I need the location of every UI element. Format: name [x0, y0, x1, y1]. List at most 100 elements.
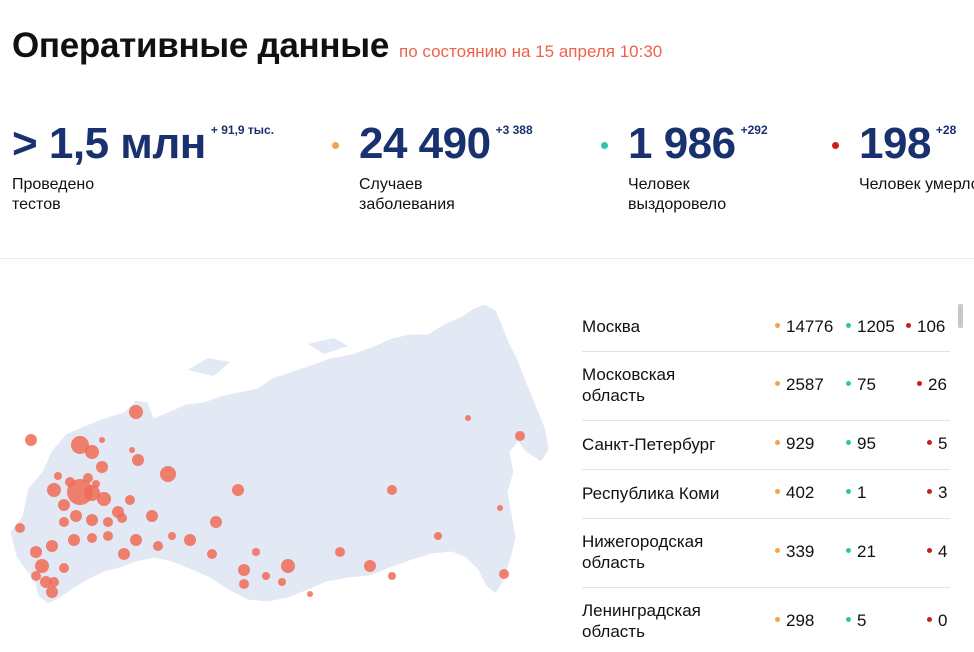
map-bubble[interactable]	[85, 445, 99, 459]
map-bubble[interactable]	[238, 564, 250, 576]
map-bubble[interactable]	[35, 559, 49, 573]
region-name: Нижегородская область	[582, 532, 704, 572]
map-bubble[interactable]	[129, 405, 143, 419]
region-row[interactable]: Москва 14776 1205 106	[582, 302, 950, 352]
map-bubble-spb[interactable]	[71, 436, 89, 454]
map-bubble[interactable]	[364, 560, 376, 572]
map-bubble[interactable]	[184, 534, 196, 546]
map-bubble[interactable]	[515, 431, 525, 441]
region-row[interactable]: Московская область 2587 75 26	[582, 352, 950, 421]
region-deaths-value: 5	[938, 434, 948, 453]
map-bubble[interactable]	[103, 517, 113, 527]
map-bubble[interactable]	[465, 415, 471, 421]
region-cases-value: 402	[786, 483, 815, 502]
map-bubble[interactable]	[59, 563, 69, 573]
region-cases: 14776	[775, 317, 833, 337]
map-bubble[interactable]	[153, 541, 163, 551]
map-bubble[interactable]	[92, 480, 100, 488]
region-deaths: 5	[927, 434, 947, 454]
map-bubble[interactable]	[49, 577, 59, 587]
map-bubble[interactable]	[70, 510, 82, 522]
map-bubble[interactable]	[388, 572, 396, 580]
region-recovered-value: 5	[857, 611, 867, 630]
deaths-dot-icon	[927, 617, 932, 623]
map-bubble[interactable]	[59, 517, 69, 527]
map-bubble[interactable]	[434, 532, 442, 540]
map-bubble[interactable]	[499, 569, 509, 579]
region-row[interactable]: Республика Коми 402 1 3	[582, 470, 950, 519]
russia-map[interactable]	[8, 300, 553, 620]
region-cases: 402	[775, 483, 814, 503]
stat-recovered-label: Человек выздоровело	[628, 176, 727, 213]
map-bubble[interactable]	[146, 510, 158, 522]
map-bubble[interactable]	[130, 534, 142, 546]
map-bubble[interactable]	[387, 485, 397, 495]
map-bubble[interactable]	[87, 533, 97, 543]
map-bubble[interactable]	[262, 572, 270, 580]
map-bubble[interactable]	[86, 514, 98, 526]
map-bubble[interactable]	[278, 578, 286, 586]
stat-cases-label: Случаев заболевания	[359, 176, 455, 213]
region-recovered: 1205	[846, 317, 895, 337]
map-bubble[interactable]	[58, 499, 70, 511]
map-island-novaya-zemlya	[188, 358, 230, 376]
map-bubble[interactable]	[117, 513, 127, 523]
map-bubble[interactable]	[25, 434, 37, 446]
map-land	[9, 303, 550, 605]
recovered-dot-icon	[846, 489, 851, 495]
region-recovered: 1	[846, 483, 866, 503]
region-recovered-value: 95	[857, 434, 876, 453]
map-bubble[interactable]	[46, 586, 58, 598]
stat-tests-value: > 1,5 млн	[12, 119, 206, 168]
map-bubble[interactable]	[83, 473, 93, 483]
stat-recovered-value: 1 986	[628, 119, 736, 168]
map-bubble[interactable]	[252, 548, 260, 556]
map-bubble-komi[interactable]	[160, 466, 176, 482]
stat-tests-label: Проведено тестов	[12, 176, 95, 213]
map-bubble[interactable]	[65, 477, 75, 487]
map-bubbles	[15, 405, 525, 598]
map-bubble[interactable]	[335, 547, 345, 557]
deaths-dot-icon	[906, 323, 911, 329]
region-recovered-value: 1	[857, 483, 867, 502]
map-bubble[interactable]	[46, 540, 58, 552]
map-bubble[interactable]	[103, 531, 113, 541]
region-row[interactable]: Нижегородская область 339 21 4	[582, 519, 950, 588]
region-list[interactable]: Москва 14776 1205 106 Московская область…	[582, 302, 950, 652]
map-bubble[interactable]	[281, 559, 295, 573]
map-bubble[interactable]	[118, 548, 130, 560]
map-bubble[interactable]	[125, 495, 135, 505]
region-cases-value: 339	[786, 542, 815, 561]
map-bubble[interactable]	[497, 505, 503, 511]
recovered-dot-icon	[846, 617, 851, 623]
deaths-dot-icon	[917, 381, 922, 387]
map-bubble[interactable]	[129, 447, 135, 453]
map-bubble[interactable]	[84, 485, 100, 501]
map-bubble[interactable]	[168, 532, 176, 540]
region-row[interactable]: Ленинградская область 298 5 0	[582, 588, 950, 652]
map-bubble[interactable]	[54, 472, 62, 480]
map-bubble[interactable]	[15, 523, 25, 533]
map-bubble[interactable]	[207, 549, 217, 559]
map-bubble[interactable]	[210, 516, 222, 528]
region-recovered: 95	[846, 434, 876, 454]
map-bubble[interactable]	[132, 454, 144, 466]
map-bubble[interactable]	[307, 591, 313, 597]
region-cases-value: 14776	[786, 317, 834, 336]
map-bubble[interactable]	[232, 484, 244, 496]
region-list-scrollbar[interactable]	[958, 304, 963, 328]
map-bubble[interactable]	[99, 437, 105, 443]
map-bubble[interactable]	[97, 492, 111, 506]
map-bubble[interactable]	[96, 461, 108, 473]
region-row[interactable]: Санкт-Петербург 929 95 5	[582, 421, 950, 470]
region-recovered: 21	[846, 542, 876, 562]
map-bubble[interactable]	[68, 534, 80, 546]
map-bubble[interactable]	[47, 483, 61, 497]
cases-dot-icon	[775, 440, 780, 446]
cases-dot-icon	[775, 381, 780, 387]
map-bubble[interactable]	[31, 571, 41, 581]
map-bubble[interactable]	[30, 546, 42, 558]
map-bubble[interactable]	[239, 579, 249, 589]
map-bubble[interactable]	[40, 576, 52, 588]
cases-dot-icon	[775, 548, 780, 554]
